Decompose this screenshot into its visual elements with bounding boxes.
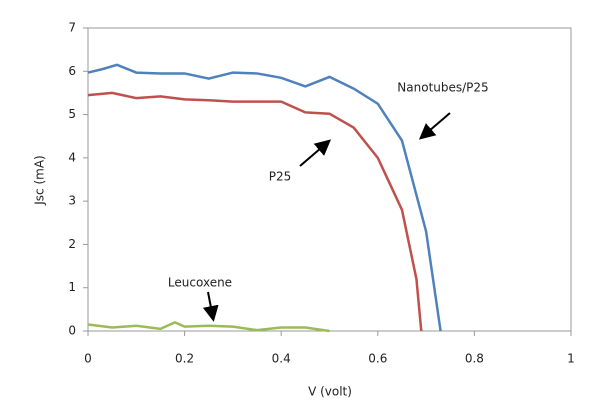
arrow [299,139,332,167]
y-tick-label: 4 [68,150,76,164]
series-line [87,91,423,332]
series-label: P25 [269,170,292,184]
x-tick-label: 0.8 [465,352,484,366]
x-tick-label: 0 [84,352,92,366]
y-tick-label: 7 [68,21,76,35]
y-tick-label: 1 [68,280,76,294]
y-axis-label: Jsc (mA) [33,155,47,205]
y-tick-label: 5 [68,107,76,121]
series-line [87,63,442,332]
arrow [418,112,451,140]
series-line [87,320,330,333]
x-tick-label: 1 [567,352,575,366]
y-tick-label: 3 [68,194,76,208]
x-tick-label: 0.4 [272,352,291,366]
series-label: Leucoxene [168,276,232,290]
y-tick-label: 0 [68,324,76,338]
x-tick-label: 0.6 [368,352,387,366]
x-tick-label: 0.2 [175,352,194,366]
x-axis-label: V (volt) [308,385,352,399]
y-tick-label: 2 [68,237,76,251]
series-label: Nanotubes/P25 [397,81,488,95]
arrow [202,291,219,322]
y-tick-label: 6 [68,64,76,78]
